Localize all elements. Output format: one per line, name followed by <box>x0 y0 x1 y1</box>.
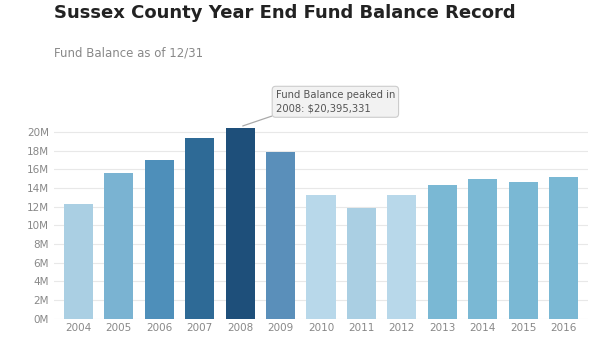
Text: Fund Balance peaked in
2008: $20,395,331: Fund Balance peaked in 2008: $20,395,331 <box>275 90 395 114</box>
Bar <box>226 128 254 319</box>
Text: Fund Balance as of 12/31: Fund Balance as of 12/31 <box>54 46 203 59</box>
Bar <box>64 204 93 319</box>
Text: Sussex County Year End Fund Balance Record: Sussex County Year End Fund Balance Reco… <box>54 4 515 22</box>
Bar <box>347 209 376 319</box>
Bar <box>468 179 497 319</box>
Bar <box>388 195 416 319</box>
Bar <box>509 182 538 319</box>
Bar <box>549 177 578 319</box>
Bar <box>185 138 214 319</box>
Bar <box>145 160 174 319</box>
Bar <box>428 185 457 319</box>
Bar <box>266 153 295 319</box>
Bar <box>307 195 335 319</box>
Bar <box>104 173 133 319</box>
